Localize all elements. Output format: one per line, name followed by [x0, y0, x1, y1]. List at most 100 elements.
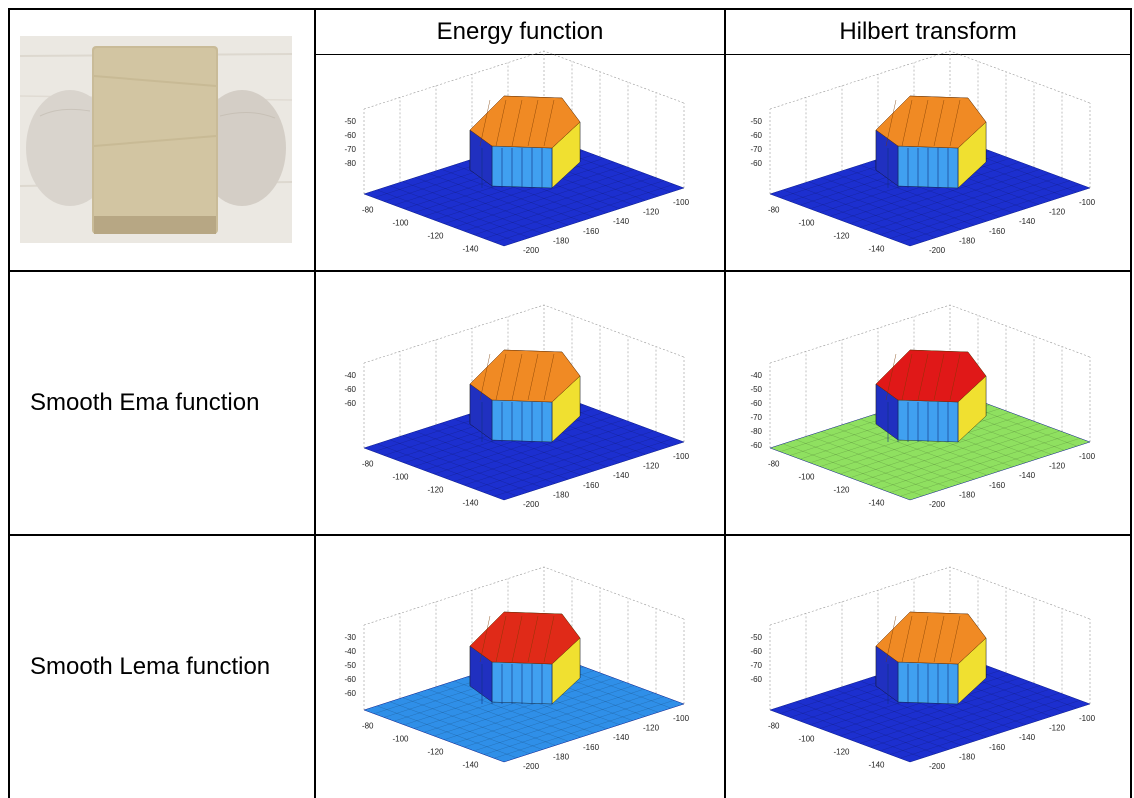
table-border-row2 — [8, 534, 1132, 536]
y-tick-label: -200 — [929, 246, 946, 255]
x-tick-label: -120 — [427, 486, 444, 495]
z-tick-label: -50 — [750, 117, 762, 126]
y-tick-label: -100 — [673, 452, 690, 461]
row-label-smooth-ema: Smooth Ema function — [30, 389, 260, 416]
plot-hilbert-row3: -50 -60 -70 -60 -80 -100 -120 -140 -200 -180 -160 -… — [750, 566, 1096, 771]
y-tick-label: -160 — [989, 481, 1006, 490]
y-tick-label: -160 — [583, 227, 600, 236]
y-tick-label: -140 — [1019, 733, 1036, 742]
z-tick-label: -70 — [344, 145, 356, 154]
z-tick-label: -60 — [344, 131, 356, 140]
z-tick-label: -60 — [750, 647, 762, 656]
table-border-col2 — [724, 8, 726, 798]
table-border-right — [1130, 8, 1132, 798]
z-tick-label: -80 — [344, 159, 356, 168]
table-border-header — [314, 54, 1132, 55]
x-tick-label: -80 — [768, 206, 780, 215]
z-tick-label: -50 — [750, 633, 762, 642]
y-tick-label: -180 — [959, 491, 976, 500]
y-tick-label: -120 — [1049, 724, 1066, 733]
z-tick-label: -40 — [344, 647, 356, 656]
z-tick-label: -40 — [344, 371, 356, 380]
x-tick-label: -120 — [427, 748, 444, 757]
y-tick-label: -200 — [929, 500, 946, 509]
y-tick-label: -180 — [959, 753, 976, 762]
z-tick-label: -50 — [344, 117, 356, 126]
plot-hilbert-row2: -40 -50 -60 -70 -80 -60 -80 -100 -120 -140 -200 -18… — [750, 304, 1096, 509]
y-tick-label: -200 — [523, 500, 540, 509]
row-label-smooth-lema: Smooth Lema function — [30, 653, 271, 680]
x-tick-label: -80 — [362, 722, 374, 731]
x-tick-label: -140 — [868, 761, 885, 770]
y-tick-label: -140 — [613, 733, 630, 742]
x-tick-label: -140 — [462, 499, 479, 508]
y-tick-label: -160 — [989, 227, 1006, 236]
x-tick-label: -100 — [392, 735, 409, 744]
x-tick-label: -80 — [362, 206, 374, 215]
x-tick-label: -120 — [833, 748, 850, 757]
z-tick-label: -40 — [750, 371, 762, 380]
x-tick-label: -120 — [833, 232, 850, 241]
y-tick-label: -120 — [1049, 208, 1066, 217]
x-tick-label: -80 — [768, 722, 780, 731]
y-tick-label: -120 — [643, 724, 660, 733]
z-tick-label: -60 — [344, 675, 356, 684]
z-tick-label: -60 — [344, 689, 356, 698]
x-tick-label: -80 — [362, 460, 374, 469]
y-tick-label: -120 — [643, 462, 660, 471]
y-tick-label: -180 — [553, 753, 570, 762]
x-tick-label: -100 — [798, 473, 815, 482]
x-tick-label: -120 — [427, 232, 444, 241]
y-tick-label: -140 — [613, 217, 630, 226]
table-border-col1 — [314, 8, 316, 798]
table-border-row1 — [8, 270, 1132, 272]
x-tick-label: -120 — [833, 486, 850, 495]
x-tick-label: -140 — [462, 761, 479, 770]
plot-energy-row2: -40 -60 -60 -80 -100 -120 -140 -200 -180 -160 -140… — [344, 304, 690, 509]
wooden-block-specimen-photo — [19, 36, 293, 243]
y-tick-label: -180 — [553, 491, 570, 500]
y-tick-label: -100 — [1079, 714, 1096, 723]
header-hilbert-transform: Hilbert transform — [839, 18, 1017, 45]
x-tick-label: -140 — [462, 245, 479, 254]
z-tick-label: -50 — [344, 661, 356, 670]
y-tick-label: -140 — [1019, 471, 1036, 480]
table-border-left — [8, 8, 10, 798]
y-tick-label: -180 — [553, 237, 570, 246]
z-tick-label: -70 — [750, 145, 762, 154]
x-tick-label: -100 — [798, 735, 815, 744]
z-tick-label: -60 — [750, 441, 762, 450]
z-tick-label: -60 — [344, 385, 356, 394]
z-tick-label: -50 — [750, 385, 762, 394]
y-tick-label: -120 — [643, 208, 660, 217]
x-tick-label: -100 — [392, 219, 409, 228]
x-tick-label: -100 — [798, 219, 815, 228]
plot-energy-row1: -50 -60 -70 -80 -80 -100 -120 -140 -200 -180 -160 -… — [344, 50, 690, 255]
y-tick-label: -120 — [1049, 462, 1066, 471]
table-border-top — [8, 8, 1132, 10]
y-tick-label: -100 — [1079, 452, 1096, 461]
y-tick-label: -160 — [989, 743, 1006, 752]
z-tick-label: -70 — [750, 413, 762, 422]
z-tick-label: -30 — [344, 633, 356, 642]
x-tick-label: -140 — [868, 245, 885, 254]
plot-energy-row3: -30 -40 -50 -60 -60 -80 -100 -120 -140 -200 -180 -1… — [344, 566, 690, 771]
y-tick-label: -140 — [613, 471, 630, 480]
z-tick-label: -60 — [750, 675, 762, 684]
y-tick-label: -100 — [673, 714, 690, 723]
y-tick-label: -180 — [959, 237, 976, 246]
z-tick-label: -70 — [750, 661, 762, 670]
z-tick-label: -60 — [750, 159, 762, 168]
z-tick-label: -60 — [344, 399, 356, 408]
y-tick-label: -200 — [929, 762, 946, 771]
y-tick-label: -200 — [523, 762, 540, 771]
x-tick-label: -100 — [392, 473, 409, 482]
y-tick-label: -160 — [583, 743, 600, 752]
z-tick-label: -80 — [750, 427, 762, 436]
y-tick-label: -100 — [673, 198, 690, 207]
y-tick-label: -160 — [583, 481, 600, 490]
x-tick-label: -80 — [768, 460, 780, 469]
y-tick-label: -200 — [523, 246, 540, 255]
plot-hilbert-row1: -50 -60 -70 -60 -80 -100 -120 -140 -200 -180 -160 -… — [750, 50, 1096, 255]
x-tick-label: -140 — [868, 499, 885, 508]
